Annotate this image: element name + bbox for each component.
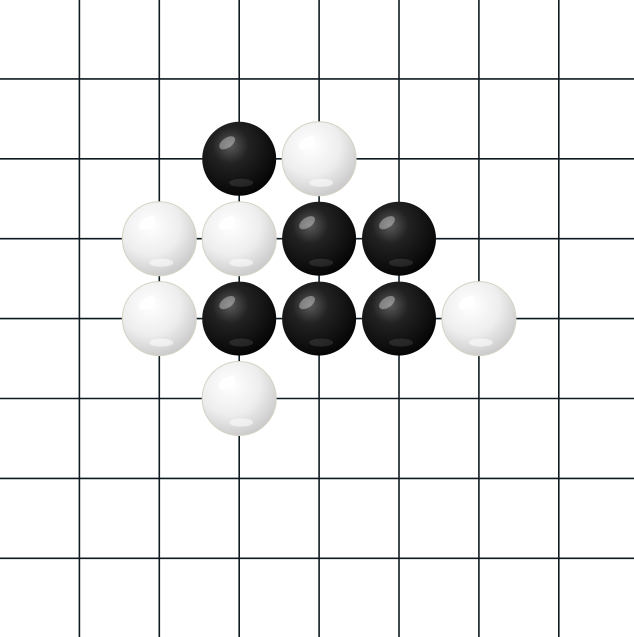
white-stone bbox=[121, 201, 197, 277]
black-stone bbox=[202, 121, 277, 196]
black-stone bbox=[362, 281, 436, 356]
white-stone bbox=[201, 361, 277, 436]
white-stone bbox=[121, 281, 197, 357]
black-stone bbox=[362, 201, 436, 276]
white-stone bbox=[441, 281, 517, 357]
black-stone bbox=[282, 201, 357, 276]
black-stone bbox=[282, 281, 357, 356]
white-stone bbox=[281, 121, 357, 197]
white-stone bbox=[201, 201, 277, 277]
stones-layer bbox=[121, 121, 517, 436]
black-stone bbox=[202, 281, 277, 356]
